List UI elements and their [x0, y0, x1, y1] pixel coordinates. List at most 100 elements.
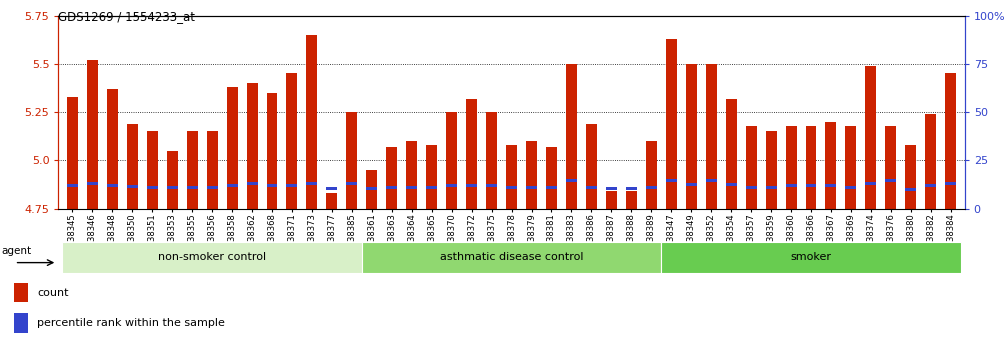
Bar	[247, 83, 258, 209]
Bar	[14, 313, 28, 333]
Bar	[227, 184, 238, 187]
Bar	[586, 124, 597, 209]
Bar	[247, 182, 258, 185]
Bar	[107, 89, 118, 209]
Bar	[466, 184, 477, 187]
Bar	[406, 186, 417, 189]
Bar	[905, 145, 916, 209]
Bar	[905, 188, 916, 191]
Bar	[426, 145, 437, 209]
Bar	[507, 145, 517, 209]
Bar	[606, 187, 617, 190]
Bar	[446, 112, 457, 209]
Bar	[865, 182, 876, 185]
Bar	[87, 182, 98, 185]
Bar	[127, 185, 138, 188]
Bar	[167, 186, 177, 189]
Bar	[286, 73, 297, 209]
Bar	[662, 241, 961, 273]
Text: percentile rank within the sample: percentile rank within the sample	[37, 318, 225, 328]
Bar	[566, 179, 577, 182]
Bar	[66, 97, 78, 209]
Text: count: count	[37, 288, 68, 297]
Bar	[486, 184, 497, 187]
Bar	[367, 187, 378, 190]
Bar	[267, 93, 278, 209]
Bar	[586, 186, 597, 189]
Bar	[745, 126, 756, 209]
Bar	[326, 193, 337, 209]
Bar	[765, 131, 776, 209]
Text: non-smoker control: non-smoker control	[158, 252, 266, 262]
Bar	[486, 112, 497, 209]
Bar	[606, 191, 617, 209]
Bar	[925, 114, 937, 209]
Text: agent: agent	[1, 246, 31, 256]
Bar	[706, 179, 717, 182]
Bar	[127, 124, 138, 209]
Bar	[14, 283, 28, 302]
Bar	[406, 141, 417, 209]
Bar	[87, 60, 98, 209]
Bar	[625, 187, 636, 190]
Bar	[726, 99, 737, 209]
Bar	[367, 170, 378, 209]
Bar	[66, 184, 78, 187]
Bar	[946, 182, 957, 185]
Bar	[227, 87, 238, 209]
Bar	[726, 183, 737, 186]
Text: GDS1269 / 1554233_at: GDS1269 / 1554233_at	[58, 10, 195, 23]
Text: smoker: smoker	[790, 252, 832, 262]
Bar	[765, 186, 776, 189]
Bar	[546, 147, 557, 209]
Bar	[846, 126, 856, 209]
Bar	[167, 151, 177, 209]
Bar	[387, 147, 398, 209]
Bar	[645, 141, 657, 209]
Bar	[362, 241, 662, 273]
Bar	[147, 186, 158, 189]
Bar	[806, 126, 817, 209]
Bar	[706, 64, 717, 209]
Bar	[107, 184, 118, 187]
Bar	[885, 126, 896, 209]
Bar	[186, 186, 197, 189]
Bar	[147, 131, 158, 209]
Bar	[306, 35, 317, 209]
Bar	[446, 184, 457, 187]
Bar	[925, 184, 937, 187]
Bar	[865, 66, 876, 209]
Bar	[346, 112, 357, 209]
Bar	[186, 131, 197, 209]
Bar	[645, 186, 657, 189]
Bar	[846, 186, 856, 189]
Bar	[826, 184, 837, 187]
Bar	[745, 186, 756, 189]
Bar	[826, 122, 837, 209]
Bar	[426, 186, 437, 189]
Bar	[686, 183, 697, 186]
Bar	[625, 191, 636, 209]
Bar	[526, 141, 537, 209]
Bar	[466, 99, 477, 209]
Bar	[885, 179, 896, 182]
Bar	[666, 39, 677, 209]
Bar	[566, 64, 577, 209]
Bar	[785, 184, 797, 187]
Bar	[546, 186, 557, 189]
Bar	[62, 241, 362, 273]
Text: asthmatic disease control: asthmatic disease control	[440, 252, 583, 262]
Bar	[666, 179, 677, 182]
Bar	[526, 186, 537, 189]
Bar	[806, 184, 817, 187]
Bar	[946, 73, 957, 209]
Bar	[785, 126, 797, 209]
Bar	[267, 184, 278, 187]
Bar	[387, 186, 398, 189]
Bar	[326, 187, 337, 190]
Bar	[206, 186, 218, 189]
Bar	[686, 64, 697, 209]
Bar	[507, 186, 517, 189]
Bar	[206, 131, 218, 209]
Bar	[346, 182, 357, 185]
